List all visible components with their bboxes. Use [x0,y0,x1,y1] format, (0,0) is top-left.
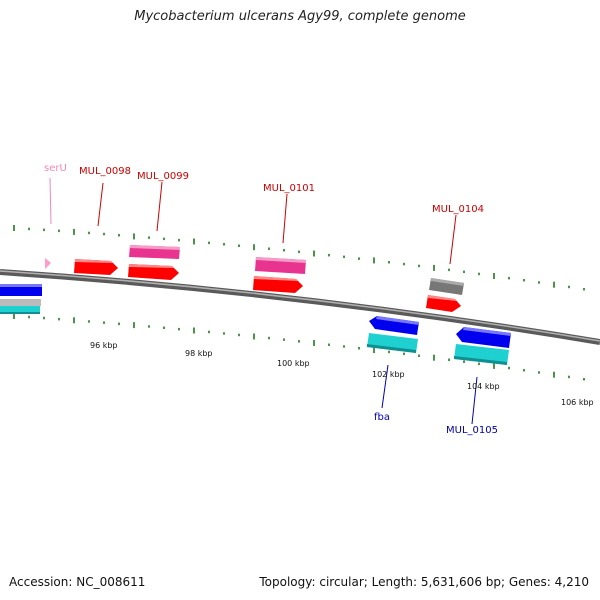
feature-fba-gene[interactable] [367,333,418,353]
label-MUL_0098[interactable]: MUL_0098 [79,166,131,177]
leader-serU [49,177,52,225]
feature-MUL_0099-gene[interactable] [129,245,180,259]
feature-serU[interactable] [45,258,51,269]
feature-MUL_0104[interactable] [426,295,461,312]
genome-backbone-highlight [0,270,600,342]
feature-MUL_0105-gene[interactable] [454,344,509,365]
label-MUL_0101[interactable]: MUL_0101 [263,183,315,194]
feature-fba[interactable] [369,316,419,335]
feature-left-other[interactable] [0,299,41,306]
leader-MUL_0104 [449,214,457,265]
genome-stats-text: Topology: circular; Length: 5,631,606 bp… [259,575,589,589]
feature-MUL_0101[interactable] [253,276,303,293]
scale-label-98kbp: 98 kbp [185,349,213,358]
accession-text: Accession: NC_008611 [9,575,146,589]
scale-label-100kbp: 100 kbp [277,359,310,368]
label-MUL_0104[interactable]: MUL_0104 [432,204,484,215]
feature-MUL_0105[interactable] [456,327,511,348]
leader-MUL_0101 [282,193,288,244]
leader-MUL_0098 [97,182,104,227]
label-fba[interactable]: fba [374,412,390,423]
leader-MUL_0105 [471,376,478,425]
feature-left-reverse-gene[interactable] [0,306,40,314]
genome-backbone [0,269,600,345]
leader-MUL_0099 [156,181,163,232]
outer-tick-track [13,225,585,291]
label-serU[interactable]: serU [44,163,67,174]
feature-left-reverse-cds[interactable] [0,284,42,296]
scale-label-96kbp: 96 kbp [90,341,118,350]
leader-fba [381,364,389,409]
scale-label-104kbp: 104 kbp [467,382,500,391]
feature-MUL_0104-other[interactable] [429,278,464,295]
map-title: Mycobacterium ulcerans Agy99, complete g… [134,9,466,24]
label-MUL_0105[interactable]: MUL_0105 [446,425,498,436]
feature-MUL_0099[interactable] [128,264,179,280]
scale-label-102kbp: 102 kbp [372,370,405,379]
feature-MUL_0101-gene[interactable] [255,257,306,274]
feature-MUL_0098[interactable] [74,259,118,275]
label-MUL_0099[interactable]: MUL_0099 [137,171,189,182]
scale-label-106kbp: 106 kbp [561,398,594,407]
